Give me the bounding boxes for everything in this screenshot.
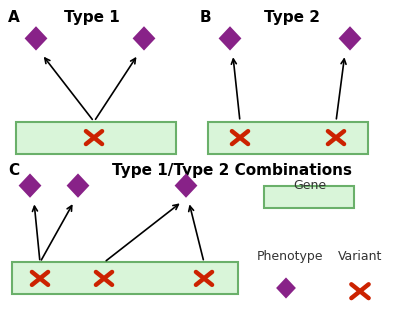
Text: C: C <box>8 163 19 178</box>
Text: A: A <box>8 10 20 25</box>
Bar <box>208 122 368 154</box>
Text: Type 1/Type 2 Combinations: Type 1/Type 2 Combinations <box>112 163 352 178</box>
Text: Type 2: Type 2 <box>264 10 320 25</box>
Bar <box>264 186 354 208</box>
Text: B: B <box>200 10 212 25</box>
PathPatch shape <box>174 173 198 198</box>
PathPatch shape <box>276 277 296 299</box>
Text: Phenotype: Phenotype <box>257 250 323 263</box>
PathPatch shape <box>133 26 155 51</box>
PathPatch shape <box>338 26 362 51</box>
PathPatch shape <box>218 26 241 51</box>
Text: Variant: Variant <box>338 250 382 263</box>
Text: Gene: Gene <box>294 179 326 192</box>
Bar <box>16 122 176 154</box>
Bar <box>12 262 238 294</box>
PathPatch shape <box>19 173 42 198</box>
Text: Type 1: Type 1 <box>64 10 120 25</box>
PathPatch shape <box>25 26 47 51</box>
PathPatch shape <box>67 173 90 198</box>
